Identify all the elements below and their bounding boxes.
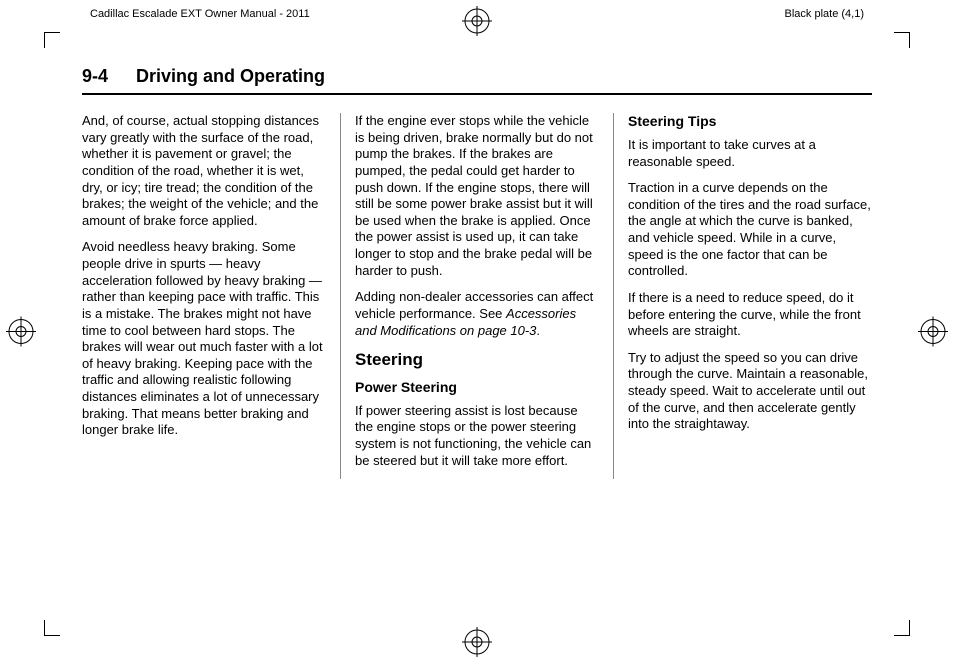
registration-mark-right <box>918 317 948 352</box>
crop-mark-tr <box>894 32 910 48</box>
manual-title: Cadillac Escalade EXT Owner Manual - 201… <box>90 8 310 20</box>
column-1: And, of course, actual stopping distance… <box>82 113 338 479</box>
body-text: And, of course, actual stopping distance… <box>82 113 326 229</box>
column-divider <box>613 113 614 479</box>
column-3: Steering Tips It is important to take cu… <box>616 113 872 479</box>
registration-mark-bottom <box>462 627 492 662</box>
body-text: If there is a need to reduce speed, do i… <box>628 290 872 340</box>
subheading-power-steering: Power Steering <box>355 379 599 397</box>
page-header: 9-4 Driving and Operating <box>82 66 872 95</box>
registration-mark-left <box>6 317 36 352</box>
body-text: It is important to take curves at a reas… <box>628 137 872 170</box>
registration-mark-top <box>462 6 492 41</box>
page-number: 9-4 <box>82 66 108 87</box>
column-2: If the engine ever stops while the vehic… <box>343 113 611 479</box>
body-text: If the engine ever stops while the vehic… <box>355 113 599 279</box>
text-columns: And, of course, actual stopping distance… <box>82 113 872 479</box>
crop-mark-tl <box>44 32 60 48</box>
body-text: Traction in a curve depends on the condi… <box>628 180 872 280</box>
plate-label: Black plate (4,1) <box>765 8 864 20</box>
column-divider <box>340 113 341 479</box>
crop-mark-bl <box>44 620 60 636</box>
section-title: Driving and Operating <box>136 66 325 87</box>
body-text-span: . <box>536 323 540 338</box>
subheading-steering-tips: Steering Tips <box>628 113 872 131</box>
body-text: Try to adjust the speed so you can drive… <box>628 350 872 433</box>
heading-steering: Steering <box>355 349 599 371</box>
body-text: Adding non-dealer accessories can affect… <box>355 289 599 339</box>
page-content: 9-4 Driving and Operating And, of course… <box>82 66 872 479</box>
crop-mark-br <box>894 620 910 636</box>
body-text: If power steering assist is lost because… <box>355 403 599 470</box>
body-text: Avoid needless heavy braking. Some peopl… <box>82 239 326 439</box>
